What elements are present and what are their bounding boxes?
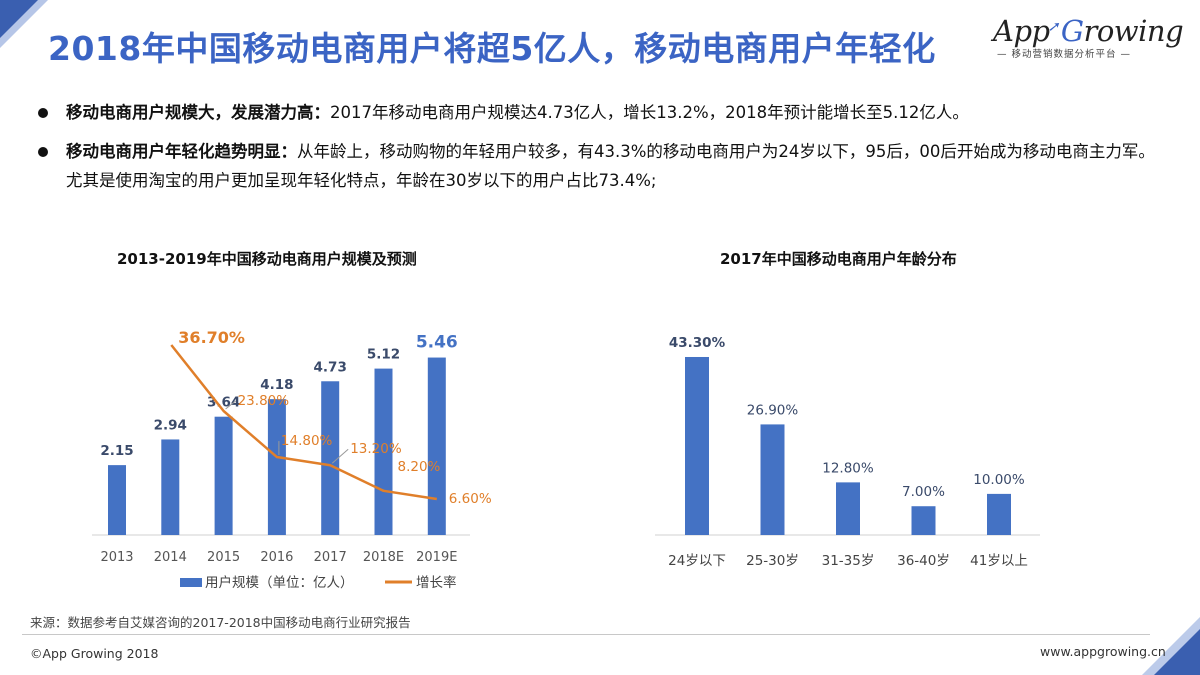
chart2-bar	[987, 493, 1011, 535]
chart1-growth-label: 13.20%	[350, 441, 402, 457]
bullet-dot-icon	[38, 147, 48, 157]
chart2-bar-label: 10.00%	[973, 472, 1025, 488]
chart1-bar-label: 2.94	[154, 417, 187, 433]
chart2-bar	[836, 482, 860, 535]
chart2-tick-label: 25-30岁	[746, 553, 799, 569]
logo-subtitle: — 移动营销数据分析平台 —	[997, 49, 1132, 60]
logo-arrow-icon: ➚	[1047, 19, 1060, 35]
chart1-growth-label: 14.80%	[281, 433, 333, 449]
chart1-tick-label: 2015	[207, 550, 240, 565]
chart1-bar	[374, 368, 393, 535]
chart1-growth-label: 6.60%	[449, 491, 492, 507]
chart1-growth-label: 23.80%	[238, 393, 290, 409]
logo-text-rowing: rowing	[1083, 14, 1184, 48]
source-note: 来源：数据参考自艾媒咨询的2017-2018中国移动电商行业研究报告	[30, 615, 411, 630]
bullet-list: 移动电商用户规模大，发展潜力高：2017年移动电商用户规模达4.73亿人，增长1…	[38, 98, 1163, 205]
chart2-tick-label: 36-40岁	[897, 553, 950, 569]
chart1-bar	[321, 381, 340, 535]
chart1-tick-label: 2018E	[363, 550, 404, 565]
chart1-bar	[161, 439, 180, 535]
chart2-bar-label: 12.80%	[822, 460, 874, 476]
chart1-bar-label: 5.46	[416, 333, 458, 353]
bullet-dot-icon	[38, 108, 48, 118]
chart1-growth-line	[170, 344, 437, 501]
chart2-tick-label: 41岁以上	[970, 553, 1028, 569]
chart2-bar	[685, 356, 709, 535]
chart1-tick-label: 2017	[314, 550, 347, 565]
chart1-tick-label: 2019E	[416, 550, 457, 565]
chart1-legend-label: 增长率	[416, 574, 457, 591]
app-growing-logo: App➚Growing — 移动营销数据分析平台 —	[993, 14, 1184, 74]
chart1-tick-label: 2013	[100, 550, 133, 565]
chart2-bar-label: 7.00%	[902, 484, 945, 500]
chart1-tick-label: 2014	[154, 550, 187, 565]
chart1-leader-line	[225, 400, 236, 410]
chart1-bar-label: 4.18	[260, 377, 293, 393]
corner-decoration-top-left	[0, 0, 38, 38]
logo-text-app: App	[993, 14, 1050, 48]
corner-decoration-bottom-right	[1154, 629, 1200, 675]
chart1-bar	[267, 399, 286, 535]
bullet-label: 移动电商用户年轻化趋势明显：	[66, 142, 297, 161]
chart2-bar-label: 43.30%	[669, 335, 726, 351]
chart1-bar-label: 4.73	[314, 359, 347, 375]
chart1-growth-label: 8.20%	[398, 459, 441, 475]
chart1-tick-label: 2016	[260, 550, 293, 565]
bullet-text: 2017年移动电商用户规模达4.73亿人，增长13.2%，2018年预计能增长至…	[330, 103, 969, 122]
chart1-bar	[108, 465, 126, 535]
bullet-item: 移动电商用户规模大，发展潜力高：2017年移动电商用户规模达4.73亿人，增长1…	[38, 98, 1163, 127]
chart1-bar	[214, 416, 233, 535]
chart1-bar-label: 2.15	[100, 443, 133, 459]
bullet-label: 移动电商用户规模大，发展潜力高：	[66, 103, 330, 122]
chart2-bar	[760, 424, 785, 535]
bullet-item: 移动电商用户年轻化趋势明显：从年龄上，移动购物的年轻用户较多，有43.3%的移动…	[38, 137, 1163, 195]
logo-text-g: G	[1060, 14, 1084, 48]
page-title: 2018年中国移动电商用户将超5亿人，移动电商用户年轻化	[48, 29, 936, 68]
bullet-text: 从年龄上，移动购物的年轻用户较多，有43.3%的移动电商用户为24岁以下，95后…	[66, 142, 1155, 190]
chart1-legend-label: 用户规模（单位：亿人）	[205, 574, 354, 591]
footer-divider	[22, 634, 1150, 635]
website-link[interactable]: www.appgrowing.cn	[1040, 644, 1166, 659]
chart2-tick-label: 24岁以下	[668, 553, 726, 569]
chart1-title: 2013-2019年中国移动电商用户规模及预测	[117, 250, 417, 268]
chart2-tick-label: 31-35岁	[822, 553, 875, 569]
chart2-bar-label: 26.90%	[747, 402, 799, 418]
chart1-growth-label: 36.70%	[178, 328, 245, 347]
chart1-bar-label: 5.12	[367, 347, 400, 363]
chart1-leader-line	[331, 448, 349, 464]
chart2-title: 2017年中国移动电商用户年龄分布	[720, 250, 957, 268]
copyright: ©App Growing 2018	[30, 646, 159, 661]
chart1-bar	[427, 357, 446, 535]
chart1-legend-swatch-bar	[180, 578, 202, 587]
chart2-bar	[911, 506, 936, 535]
